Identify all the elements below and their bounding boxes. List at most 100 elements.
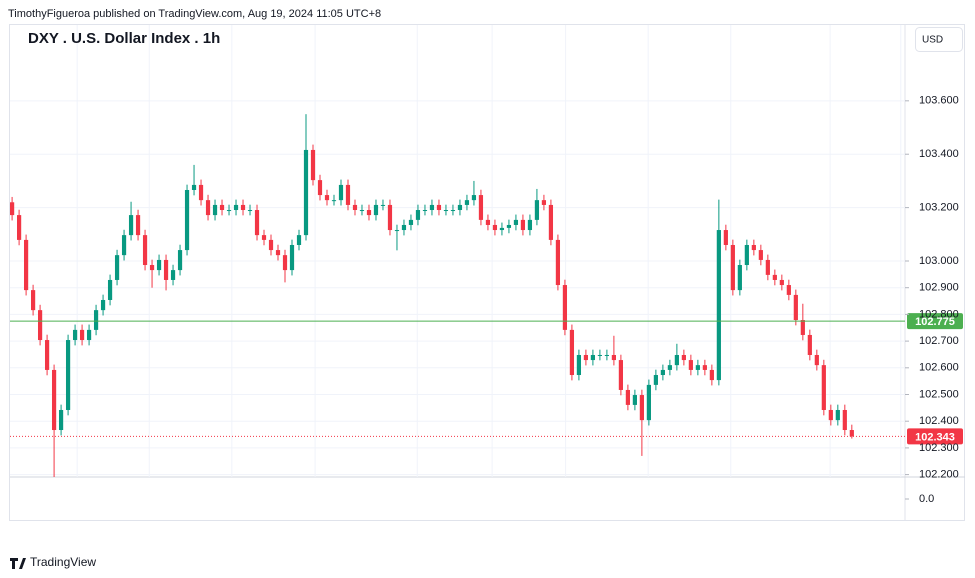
candle-body (842, 409, 847, 431)
price-badge (907, 313, 963, 330)
candle-body (156, 259, 162, 271)
candle-body (226, 210, 232, 212)
candle-body (499, 227, 505, 231)
candle-body (814, 354, 819, 366)
candle-body (219, 204, 225, 211)
candle-body (709, 369, 714, 381)
currency-label[interactable]: USD (922, 35, 943, 46)
y-tick-label: 103.400 (919, 148, 959, 160)
candle-body (247, 210, 253, 212)
candle-body (184, 189, 190, 251)
candle-body (730, 244, 735, 291)
candle-body (296, 235, 302, 245)
candle-body (212, 204, 218, 216)
candle-body (163, 259, 169, 280)
price-badge (907, 428, 963, 445)
candle-body (835, 409, 840, 421)
frame (9, 24, 965, 521)
candle-body (422, 210, 428, 212)
candle-body (513, 219, 519, 225)
brand-logo: TradingView (10, 555, 96, 569)
candle-body (268, 239, 274, 251)
candle-body (310, 149, 316, 181)
candle-body (65, 340, 71, 410)
candle-body (429, 204, 435, 211)
candle-body (72, 329, 78, 341)
candle-body (695, 365, 700, 370)
candle-body (100, 299, 106, 311)
candle-body (380, 204, 386, 206)
candle-body (415, 210, 421, 220)
candle-body (618, 360, 623, 390)
candle-body (191, 184, 197, 190)
y-tick-label: 102.700 (919, 335, 959, 347)
candle-body (639, 395, 644, 421)
candle-body (457, 204, 463, 211)
candle-body (765, 259, 770, 275)
candle-body (86, 329, 92, 341)
candle-body (779, 279, 784, 286)
candle-body (198, 184, 204, 201)
candle-body (667, 365, 672, 370)
y-tick-label: 102.400 (919, 415, 959, 427)
y-tick-label: 103.600 (919, 95, 959, 107)
candle-body (345, 184, 351, 205)
candle-body (527, 219, 533, 231)
price-badge-label: 102.343 (915, 431, 955, 443)
candle-body (261, 235, 267, 240)
candle-body (674, 354, 679, 366)
candle-body (366, 210, 372, 216)
candle-body (478, 195, 484, 220)
candle-body (387, 204, 393, 231)
candle-body (485, 219, 491, 225)
candle-body (10, 202, 15, 216)
candle-body (317, 180, 323, 196)
candle-body (464, 200, 470, 205)
candle-body (772, 274, 777, 280)
candle-body (562, 285, 568, 330)
candle-body (436, 204, 442, 211)
candle-body (394, 230, 400, 232)
candle-body (233, 204, 239, 211)
candle-body (758, 250, 763, 260)
candle-body (331, 200, 337, 202)
candle-body (849, 430, 854, 437)
y-tick-label: 102.300 (919, 442, 959, 454)
candle-body (51, 369, 57, 431)
candle-body (401, 224, 407, 231)
candle-body (121, 235, 127, 256)
candle-body (786, 285, 791, 295)
candle-body (149, 265, 155, 271)
candle-body (324, 195, 330, 201)
candle-body (471, 195, 477, 201)
candle-body (800, 320, 805, 335)
candle-body (338, 184, 344, 201)
currency-button[interactable] (915, 27, 963, 52)
y-tick-label: 0.0 (919, 493, 934, 505)
candle-body (114, 255, 120, 280)
candle-body (170, 270, 176, 280)
candle-body (506, 224, 512, 228)
candle-body (79, 329, 85, 341)
brand-name: TradingView (30, 555, 96, 569)
candle-body (737, 265, 742, 291)
candle-body (744, 244, 749, 266)
candle-body (240, 204, 246, 211)
y-tick-label: 102.200 (919, 469, 959, 481)
candle-body (590, 354, 596, 361)
candle-body (303, 149, 309, 236)
candle-body (632, 395, 637, 405)
candle-body (44, 340, 50, 370)
candle-body (128, 215, 134, 236)
candle-body (107, 279, 113, 300)
candle-body (177, 250, 183, 271)
candle-body (275, 250, 281, 256)
candle-body (597, 354, 603, 356)
candle-body (142, 235, 148, 266)
candle-body (688, 360, 693, 370)
candle-body (492, 224, 498, 231)
candle-body (604, 354, 609, 356)
